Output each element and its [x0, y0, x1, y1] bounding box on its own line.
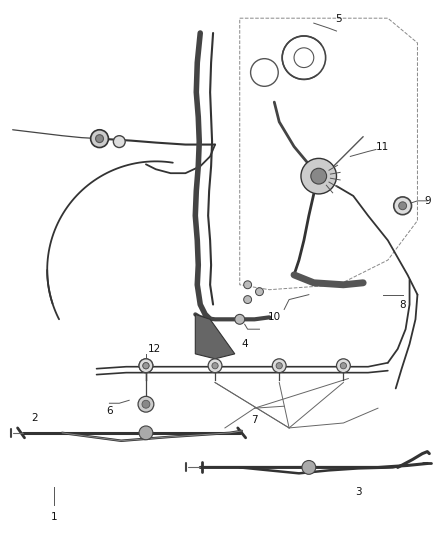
Text: 12: 12 [148, 344, 162, 354]
Circle shape [301, 158, 336, 194]
Text: 8: 8 [399, 300, 406, 310]
Circle shape [399, 202, 406, 209]
Text: 6: 6 [106, 406, 113, 416]
Text: 2: 2 [31, 413, 38, 423]
Circle shape [302, 461, 316, 474]
Circle shape [139, 359, 153, 373]
Circle shape [208, 359, 222, 373]
Circle shape [139, 426, 153, 440]
Circle shape [113, 136, 125, 148]
Circle shape [394, 197, 412, 215]
Circle shape [95, 135, 103, 143]
Circle shape [143, 362, 149, 369]
Text: 5: 5 [335, 14, 342, 24]
Circle shape [276, 362, 283, 369]
Text: 1: 1 [51, 512, 57, 522]
Text: 11: 11 [376, 142, 389, 151]
Circle shape [212, 362, 218, 369]
Circle shape [138, 397, 154, 412]
Text: 10: 10 [268, 312, 281, 322]
Text: 3: 3 [355, 487, 361, 497]
Circle shape [340, 362, 346, 369]
Circle shape [142, 400, 150, 408]
Circle shape [143, 362, 149, 369]
Circle shape [244, 296, 251, 303]
Circle shape [91, 130, 109, 148]
Circle shape [255, 288, 263, 296]
Circle shape [336, 359, 350, 373]
Polygon shape [195, 314, 235, 359]
Circle shape [311, 168, 327, 184]
Circle shape [244, 281, 251, 289]
Circle shape [139, 359, 153, 373]
Text: 9: 9 [424, 196, 431, 206]
Text: 4: 4 [241, 339, 248, 349]
Circle shape [235, 314, 245, 324]
Circle shape [272, 359, 286, 373]
Text: 7: 7 [251, 415, 258, 425]
